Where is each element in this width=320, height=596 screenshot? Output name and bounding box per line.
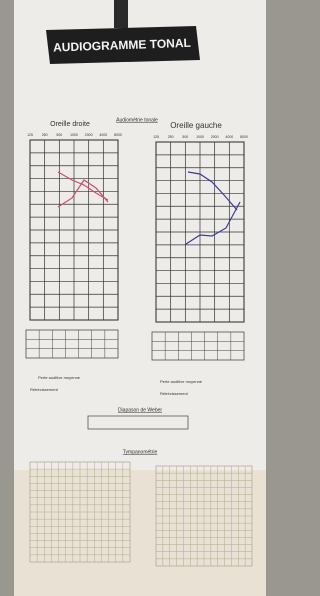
frequency-label: 8000 xyxy=(114,133,122,137)
left-title: Oreille droite xyxy=(50,121,90,128)
right-narrowing: Rétrécissement xyxy=(160,391,189,396)
frequency-label: 125 xyxy=(27,133,33,137)
left-average-loss: Perte auditive moyenne xyxy=(38,375,81,380)
frequency-label: 1000 xyxy=(196,135,204,139)
weber-title: Diapason de Weber xyxy=(118,407,162,413)
photo: AUDIOGRAMME TONAL Oreille droite Audiomé… xyxy=(0,0,274,596)
frequency-label: 4000 xyxy=(99,133,107,137)
frequency-label: 500 xyxy=(182,135,188,139)
tympanometry-title: Tympanométrie xyxy=(123,449,158,455)
paper-shade xyxy=(14,470,266,596)
frequency-label: 125 xyxy=(153,135,159,139)
frequency-label: 2000 xyxy=(211,135,219,139)
section-title: Audiométrie tonale xyxy=(116,117,158,123)
frequency-label: 4000 xyxy=(225,135,233,139)
frequency-label: 500 xyxy=(56,133,62,137)
frequency-label: 2000 xyxy=(85,133,93,137)
frequency-label: 8000 xyxy=(240,135,248,139)
left-narrowing: Rétrécissement xyxy=(30,387,59,392)
frequency-label: 250 xyxy=(42,133,48,137)
clip xyxy=(114,0,128,28)
right-average-loss: Perte auditive moyenne xyxy=(160,379,203,384)
frequency-label: 1000 xyxy=(70,133,78,137)
right-title: Oreille gauche xyxy=(170,121,222,130)
frequency-label: 250 xyxy=(168,135,174,139)
